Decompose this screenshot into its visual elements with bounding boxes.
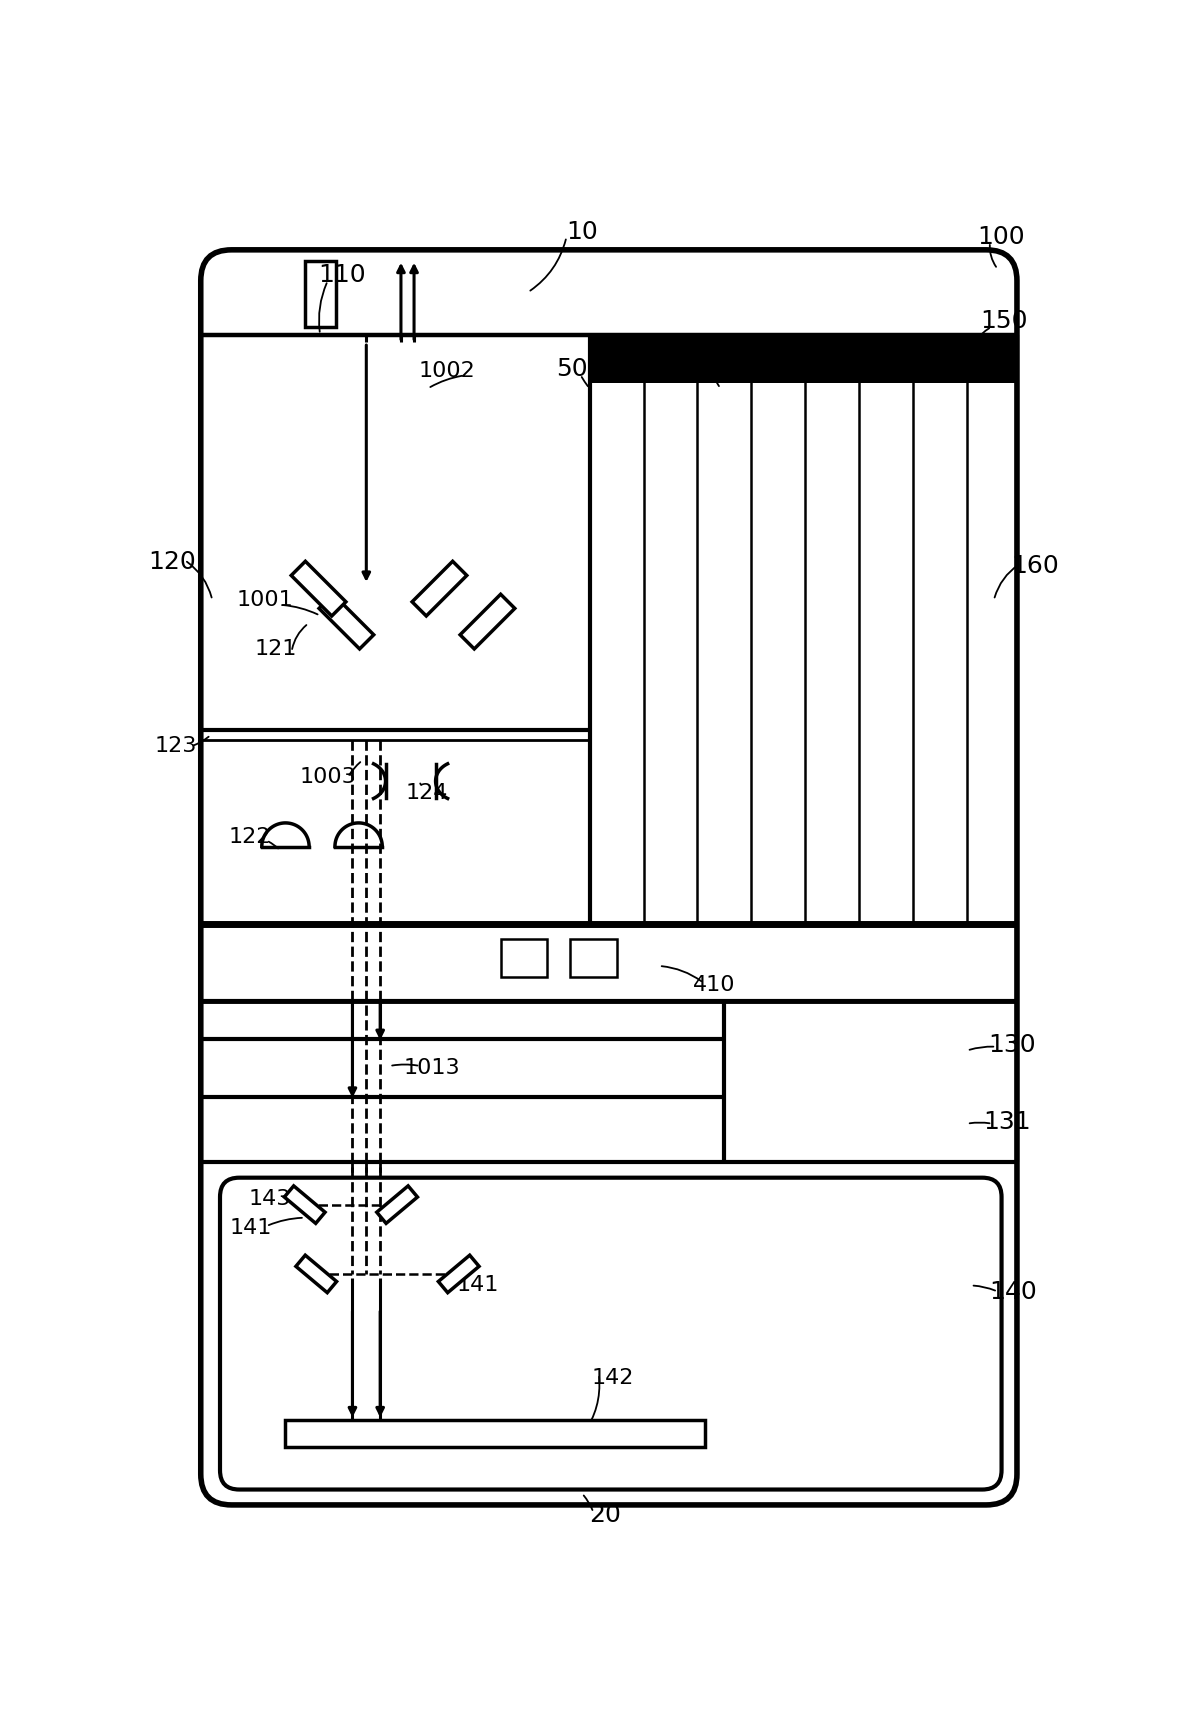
Bar: [286, 1420, 706, 1447]
Text: 142: 142: [591, 1368, 634, 1388]
FancyBboxPatch shape: [220, 1177, 1001, 1489]
Text: 400: 400: [689, 358, 736, 380]
Text: 122: 122: [228, 828, 271, 847]
Text: 1013: 1013: [403, 1058, 460, 1079]
Text: 143: 143: [249, 1190, 291, 1209]
Bar: [305, 261, 336, 327]
Text: 150: 150: [980, 309, 1027, 334]
Polygon shape: [296, 1255, 337, 1293]
Text: 20: 20: [589, 1503, 621, 1527]
Text: 124: 124: [405, 783, 448, 802]
Bar: [590, 334, 1017, 384]
Polygon shape: [377, 1186, 417, 1224]
Polygon shape: [439, 1255, 479, 1293]
Text: 120: 120: [149, 550, 196, 574]
Text: 500: 500: [557, 358, 604, 380]
Bar: [571, 939, 617, 977]
Text: 141: 141: [456, 1276, 499, 1295]
Text: 100: 100: [978, 225, 1025, 249]
Polygon shape: [319, 595, 374, 648]
Text: 410: 410: [693, 975, 735, 996]
Bar: [501, 939, 547, 977]
FancyBboxPatch shape: [201, 249, 1017, 1504]
Text: 121: 121: [255, 638, 298, 659]
Text: 10: 10: [566, 220, 598, 244]
Text: 123: 123: [154, 737, 196, 757]
Text: 1003: 1003: [299, 768, 356, 787]
Text: 1001: 1001: [236, 590, 293, 610]
Text: 160: 160: [1011, 553, 1059, 577]
Text: 130: 130: [988, 1034, 1035, 1056]
Text: 1002: 1002: [418, 361, 475, 380]
Polygon shape: [285, 1186, 325, 1224]
Polygon shape: [291, 562, 346, 616]
Text: 141: 141: [229, 1217, 272, 1238]
Polygon shape: [413, 562, 467, 616]
Text: 131: 131: [983, 1110, 1031, 1134]
Polygon shape: [460, 595, 515, 648]
Text: 140: 140: [989, 1279, 1037, 1304]
Text: 110: 110: [318, 263, 365, 287]
